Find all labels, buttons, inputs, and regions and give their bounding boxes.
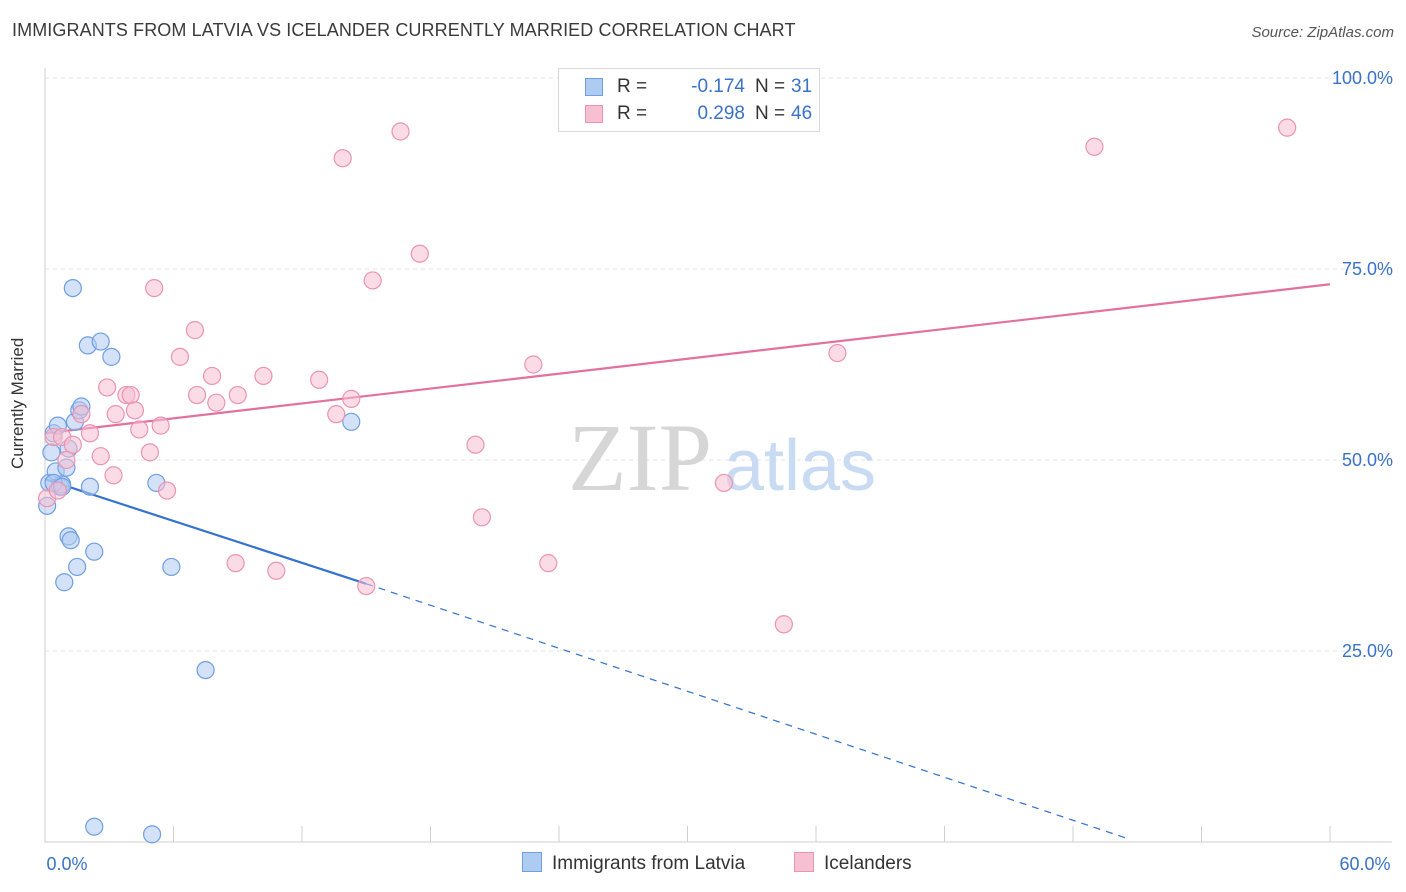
point-icelanders bbox=[48, 481, 67, 500]
legend-n-value: 46 bbox=[791, 103, 813, 124]
data-points bbox=[38, 118, 1297, 844]
point-latvia bbox=[61, 531, 80, 550]
y-tick-label: 100.0% bbox=[1332, 68, 1393, 88]
point-icelanders bbox=[91, 447, 110, 466]
legend-n-label: N = bbox=[755, 76, 786, 97]
point-icelanders bbox=[145, 279, 164, 298]
point-icelanders bbox=[524, 355, 543, 374]
series-legend: Immigrants from Latvia Icelanders bbox=[0, 850, 1406, 878]
trend-lines bbox=[44, 283, 1331, 839]
point-icelanders bbox=[185, 321, 205, 340]
point-icelanders bbox=[63, 435, 82, 454]
point-icelanders bbox=[310, 370, 329, 389]
legend-n-value: 31 bbox=[791, 76, 813, 97]
x-tick-label: 0.0% bbox=[46, 854, 87, 874]
point-latvia bbox=[85, 817, 104, 836]
point-icelanders bbox=[104, 466, 123, 485]
trend-line-latvia-extension bbox=[366, 583, 1127, 839]
point-icelanders bbox=[228, 385, 247, 405]
point-icelanders bbox=[226, 554, 245, 573]
series-legend-label-icelanders: Icelanders bbox=[824, 853, 912, 874]
series-legend-swatch-latvia bbox=[522, 852, 542, 872]
legend-n-label: N = bbox=[755, 103, 786, 124]
point-icelanders bbox=[1278, 118, 1297, 137]
point-latvia bbox=[68, 557, 87, 577]
point-icelanders bbox=[140, 443, 160, 462]
point-latvia bbox=[55, 573, 74, 592]
legend-r-label: R = bbox=[617, 76, 648, 97]
point-latvia bbox=[162, 557, 181, 577]
legend-r-value: -0.174 bbox=[691, 76, 745, 97]
point-icelanders bbox=[187, 385, 207, 405]
legend-r-label: R = bbox=[617, 103, 648, 124]
point-icelanders bbox=[254, 366, 273, 386]
point-icelanders bbox=[466, 435, 485, 454]
series-legend-icelanders: Icelanders bbox=[794, 852, 912, 875]
watermark-atlas: atlas bbox=[724, 426, 876, 506]
grid-lines bbox=[45, 77, 1392, 652]
y-tick-label: 75.0% bbox=[1342, 259, 1393, 279]
point-icelanders bbox=[1085, 137, 1104, 156]
legend-swatch-latvia bbox=[585, 78, 603, 96]
point-icelanders bbox=[828, 343, 847, 363]
trend-line-icelanders bbox=[44, 283, 1331, 435]
point-icelanders bbox=[472, 508, 491, 527]
watermark: ZIP atlas bbox=[568, 404, 876, 511]
point-icelanders bbox=[202, 366, 222, 386]
trend-line-latvia bbox=[44, 478, 367, 585]
point-latvia bbox=[102, 347, 121, 366]
point-latvia bbox=[42, 443, 61, 462]
point-icelanders bbox=[130, 420, 149, 439]
point-icelanders bbox=[774, 615, 793, 634]
point-icelanders bbox=[121, 385, 140, 405]
watermark-zip: ZIP bbox=[568, 404, 712, 511]
point-latvia bbox=[142, 825, 162, 844]
source-label: Source: ZipAtlas.com bbox=[1251, 24, 1394, 41]
point-latvia bbox=[85, 542, 104, 561]
point-icelanders bbox=[714, 473, 734, 493]
point-icelanders bbox=[80, 424, 100, 443]
point-icelanders bbox=[342, 389, 361, 408]
point-latvia bbox=[196, 660, 215, 680]
legend-r-value: 0.298 bbox=[697, 103, 745, 124]
y-tick-label: 50.0% bbox=[1342, 450, 1393, 470]
point-latvia bbox=[91, 332, 110, 351]
point-icelanders bbox=[410, 244, 429, 263]
x-tick-label: 60.0% bbox=[1339, 854, 1390, 874]
point-icelanders bbox=[72, 405, 91, 424]
legend-swatch-icelanders bbox=[585, 105, 603, 123]
point-latvia bbox=[342, 412, 361, 431]
series-legend-label-latvia: Immigrants from Latvia bbox=[552, 853, 746, 874]
point-icelanders bbox=[363, 271, 382, 290]
legend: R = -0.174 N = 31 R = 0.298 N = 46 bbox=[558, 68, 820, 132]
point-icelanders bbox=[207, 393, 226, 412]
y-tick-label: 25.0% bbox=[1342, 641, 1393, 661]
point-icelanders bbox=[267, 561, 286, 580]
series-legend-latvia: Immigrants from Latvia bbox=[522, 852, 745, 875]
point-latvia bbox=[63, 279, 82, 298]
point-icelanders bbox=[391, 122, 410, 141]
point-icelanders bbox=[57, 450, 76, 470]
series-legend-swatch-icelanders bbox=[794, 852, 814, 872]
point-icelanders bbox=[333, 149, 352, 168]
point-icelanders bbox=[106, 405, 125, 424]
point-icelanders bbox=[327, 405, 346, 424]
chart-title: IMMIGRANTS FROM LATVIA VS ICELANDER CURR… bbox=[12, 20, 796, 40]
point-icelanders bbox=[170, 347, 190, 366]
point-icelanders bbox=[357, 576, 376, 596]
point-icelanders bbox=[125, 401, 145, 420]
point-icelanders bbox=[539, 554, 558, 573]
tick-labels: 25.0% 50.0% 75.0% 100.0% 0.0% 60.0% bbox=[46, 68, 1393, 874]
axes bbox=[44, 68, 1392, 843]
point-icelanders bbox=[151, 416, 170, 435]
point-icelanders bbox=[157, 481, 177, 500]
point-latvia bbox=[80, 477, 100, 496]
point-icelanders bbox=[98, 378, 117, 397]
